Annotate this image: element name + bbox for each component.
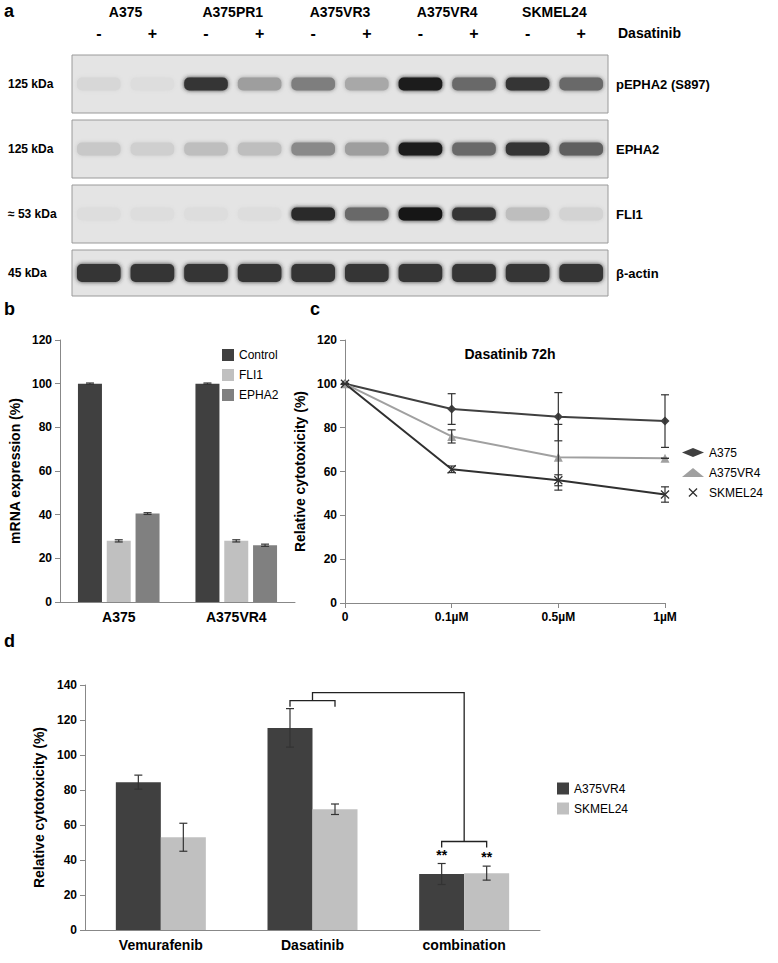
svg-text:100: 100: [317, 377, 337, 391]
svg-text:pEPHA2 (S897): pEPHA2 (S897): [616, 77, 710, 92]
svg-text:60: 60: [324, 465, 338, 479]
svg-text:-: -: [525, 25, 530, 42]
svg-text:combination: combination: [423, 937, 506, 953]
svg-text:Dasatinib 72h: Dasatinib 72h: [464, 346, 555, 362]
svg-text:A375VR3: A375VR3: [310, 4, 371, 20]
svg-text:β-actin: β-actin: [616, 266, 659, 281]
svg-text:120: 120: [57, 713, 77, 727]
svg-text:+: +: [577, 25, 586, 42]
svg-text:FLI1: FLI1: [616, 207, 643, 222]
svg-text:A375: A375: [102, 609, 136, 625]
svg-text:A375VR4: A375VR4: [206, 609, 267, 625]
svg-text:0.5µM: 0.5µM: [542, 610, 576, 624]
svg-text:0: 0: [70, 923, 77, 937]
svg-text:80: 80: [39, 420, 53, 434]
svg-text:FLI1: FLI1: [239, 368, 263, 382]
svg-text:-: -: [203, 25, 208, 42]
svg-text:20: 20: [64, 888, 78, 902]
svg-text:SKMEL24: SKMEL24: [709, 486, 763, 500]
svg-text:≈ 53 kDa: ≈ 53 kDa: [8, 207, 57, 221]
svg-text:20: 20: [324, 552, 338, 566]
svg-text:100: 100: [32, 377, 52, 391]
svg-text:-: -: [96, 25, 101, 42]
svg-text:100: 100: [57, 748, 77, 762]
svg-text:**: **: [436, 847, 447, 863]
svg-text:125 kDa: 125 kDa: [8, 77, 54, 91]
svg-text:120: 120: [32, 333, 52, 347]
svg-text:140: 140: [57, 678, 77, 692]
svg-text:EPHA2: EPHA2: [616, 142, 659, 157]
svg-text:Vemurafenib: Vemurafenib: [119, 937, 203, 953]
svg-text:SKMEL24: SKMEL24: [522, 4, 587, 20]
svg-text:+: +: [469, 25, 478, 42]
svg-text:SKMEL24: SKMEL24: [574, 802, 628, 816]
svg-text:A375PR1: A375PR1: [202, 4, 263, 20]
svg-text:mRNA expression (%): mRNA expression (%): [7, 398, 23, 544]
svg-text:20: 20: [39, 551, 53, 565]
svg-text:120: 120: [317, 333, 337, 347]
svg-text:125 kDa: 125 kDa: [8, 142, 54, 156]
svg-text:EPHA2: EPHA2: [239, 388, 279, 402]
svg-text:A375VR4: A375VR4: [709, 466, 761, 480]
svg-text:+: +: [362, 25, 371, 42]
svg-text:Dasatinib: Dasatinib: [618, 25, 681, 41]
svg-text:1µM: 1µM: [653, 610, 677, 624]
svg-text:40: 40: [64, 853, 78, 867]
svg-text:Relative cytotoxicity (%): Relative cytotoxicity (%): [31, 727, 47, 888]
svg-text:0: 0: [45, 595, 52, 609]
svg-text:0: 0: [342, 610, 349, 624]
svg-text:a: a: [4, 1, 15, 21]
svg-text:80: 80: [64, 783, 78, 797]
svg-text:**: **: [481, 849, 492, 865]
svg-text:Dasatinib: Dasatinib: [281, 937, 344, 953]
svg-text:Relative cytotoxicity (%): Relative cytotoxicity (%): [292, 391, 308, 552]
svg-text:A375: A375: [109, 4, 143, 20]
svg-text:+: +: [148, 25, 157, 42]
svg-text:Control: Control: [239, 348, 278, 362]
svg-text:60: 60: [39, 464, 53, 478]
svg-text:A375VR4: A375VR4: [417, 4, 478, 20]
svg-text:A375: A375: [709, 446, 737, 460]
svg-text:c: c: [310, 299, 320, 319]
svg-text:0.1µM: 0.1µM: [435, 610, 469, 624]
svg-text:-: -: [311, 25, 316, 42]
svg-text:d: d: [4, 631, 15, 651]
svg-text:+: +: [255, 25, 264, 42]
svg-text:A375VR4: A375VR4: [574, 782, 626, 796]
svg-text:-: -: [418, 25, 423, 42]
svg-text:b: b: [4, 299, 15, 319]
svg-text:80: 80: [324, 421, 338, 435]
svg-text:0: 0: [330, 596, 337, 610]
svg-text:60: 60: [64, 818, 78, 832]
svg-text:45 kDa: 45 kDa: [8, 266, 47, 280]
svg-text:40: 40: [39, 508, 53, 522]
svg-text:40: 40: [324, 508, 338, 522]
